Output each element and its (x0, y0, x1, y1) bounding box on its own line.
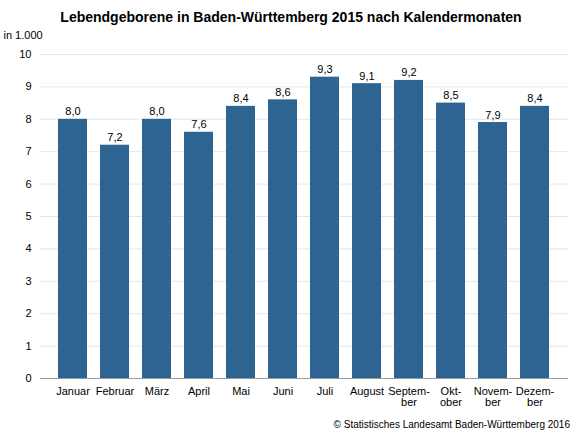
svg-text:9,2: 9,2 (401, 66, 416, 78)
svg-text:7: 7 (25, 145, 31, 157)
svg-text:Dezem-ber: Dezem-ber (516, 385, 555, 408)
svg-text:3: 3 (25, 275, 31, 287)
svg-text:Novem-ber: Novem-ber (474, 385, 513, 408)
svg-text:7,9: 7,9 (485, 109, 500, 121)
svg-text:April: April (188, 385, 210, 397)
html-text:© Statistisches Landesamt Bade: © Statistisches Landesamt Baden-Württemb… (333, 419, 570, 430)
svg-text:Juli: Juli (317, 385, 334, 397)
svg-text:8,6: 8,6 (275, 86, 290, 98)
svg-text:8,0: 8,0 (149, 105, 164, 117)
svg-text:9,3: 9,3 (317, 63, 332, 75)
svg-text:2: 2 (25, 307, 31, 319)
svg-text:4: 4 (25, 242, 31, 254)
svg-text:Okt-ober: Okt-ober (440, 385, 462, 408)
svg-text:9,1: 9,1 (359, 70, 374, 82)
svg-text:in 1.000: in 1.000 (4, 29, 43, 41)
svg-text:8: 8 (25, 113, 31, 125)
svg-text:7,6: 7,6 (191, 118, 206, 130)
svg-text:9: 9 (25, 80, 31, 92)
svg-text:August: August (350, 385, 384, 397)
svg-text:Septem-ber: Septem-ber (388, 385, 430, 408)
svg-text:10: 10 (19, 48, 31, 60)
svg-text:8,0: 8,0 (65, 105, 80, 117)
svg-text:Juni: Juni (273, 385, 293, 397)
svg-text:Februar: Februar (96, 385, 135, 397)
svg-text:1: 1 (25, 340, 31, 352)
svg-text:7,2: 7,2 (107, 131, 122, 143)
svg-text:Mai: Mai (232, 385, 250, 397)
svg-text:8,5: 8,5 (443, 89, 458, 101)
svg-text:8,4: 8,4 (233, 92, 248, 104)
svg-text:6: 6 (25, 178, 31, 190)
svg-text:8,4: 8,4 (527, 92, 542, 104)
svg-text:0: 0 (25, 372, 31, 384)
svg-text:5: 5 (25, 210, 31, 222)
html-text:Lebendgeborene in Baden-Württe: Lebendgeborene in Baden-Württemberg 2015… (60, 9, 522, 25)
svg-text:März: März (145, 385, 169, 397)
svg-text:Januar: Januar (56, 385, 90, 397)
